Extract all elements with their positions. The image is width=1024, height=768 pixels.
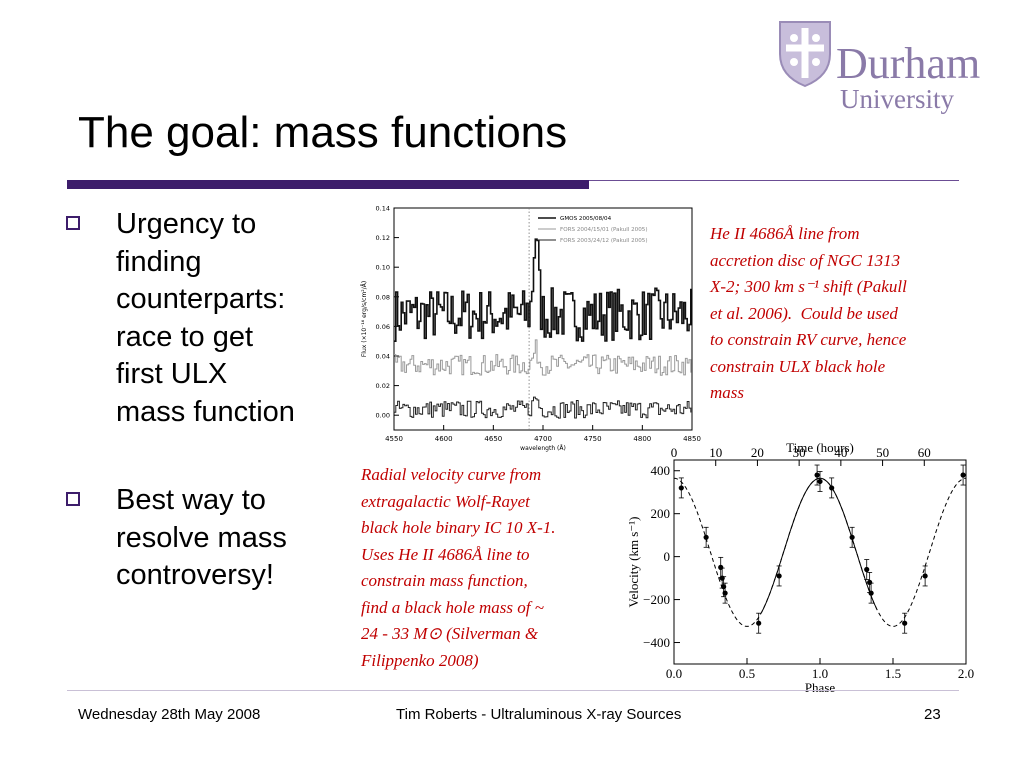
title-rule-accent — [67, 180, 589, 189]
y-axis-label: Velocity (km s⁻¹) — [626, 517, 641, 608]
x-axis-label: wavelength (Å) — [520, 445, 566, 452]
durham-university-logo: Durham University — [776, 14, 996, 114]
x-tick-label: 1.0 — [812, 666, 828, 681]
data-point — [817, 478, 823, 485]
spectrum-series-1 — [394, 238, 692, 342]
data-point — [678, 485, 684, 491]
bullet-item: Urgency to finding counterparts: race to… — [66, 206, 356, 466]
bullet-text: Best way to resolve mass controversy! — [116, 484, 287, 591]
footer-rule — [67, 690, 959, 691]
bullet-text: Urgency to finding counterparts: race to… — [116, 208, 295, 428]
x-tick-label: 4700 — [534, 435, 552, 443]
data-point — [722, 590, 728, 596]
y-tick-label: 0.06 — [376, 323, 390, 331]
x-tick-label: 0.0 — [666, 666, 682, 681]
square-bullet-icon — [66, 216, 80, 230]
legend-label: GMOS 2005/08/04 — [560, 216, 612, 222]
top-x-tick-label: 40 — [834, 445, 847, 460]
x-tick-label: 0.5 — [739, 666, 755, 681]
data-point — [814, 472, 820, 478]
data-point — [922, 573, 928, 579]
radial-velocity-chart: 0.0 0.5 1.0 1.5 2.0 400 200 0 −200 −400 0 10 20 30 40 5… — [626, 440, 974, 695]
data-point — [776, 573, 782, 579]
legend-label: FORS 2004/15/01 (Pakull 2005) — [560, 227, 648, 233]
footer-date: Wednesday 28th May 2008 — [78, 706, 261, 723]
bullet-item: Best way to resolve mass controversy! — [66, 482, 356, 602]
title-rule-thin — [589, 180, 959, 181]
y-tick-label: 200 — [651, 506, 671, 521]
top-x-tick-label: 50 — [876, 445, 889, 460]
x-tick-label: 2.0 — [958, 666, 974, 681]
x-tick-label: 4600 — [435, 435, 453, 443]
x-tick-label: 1.5 — [885, 666, 901, 681]
y-tick-label: 0.02 — [376, 382, 390, 390]
logo-word-durham: Durham — [836, 39, 981, 88]
logo-word-university: University — [840, 84, 954, 114]
spectrum-series-2 — [394, 339, 692, 376]
y-tick-label: 0.04 — [376, 353, 390, 361]
spectrum-series-3 — [394, 396, 692, 419]
data-point — [703, 534, 709, 540]
y-tick-label: 0.00 — [376, 412, 390, 420]
top-x-tick-label: 60 — [918, 445, 931, 460]
rv-curve-caption: Radial velocity curve from extragalactic… — [361, 465, 556, 670]
data-point — [829, 485, 835, 491]
model-curve-solid — [761, 477, 878, 613]
y-tick-label: 0.10 — [376, 264, 390, 272]
spectrum-caption: He II 4686Å line from accretion disc of … — [710, 224, 907, 402]
x-tick-label: 4650 — [484, 435, 502, 443]
top-axis-label: Time (hours) — [786, 440, 854, 455]
y-tick-label: 0.12 — [376, 234, 390, 242]
y-tick-label: 0 — [664, 549, 671, 564]
slide-number: 23 — [924, 706, 941, 723]
top-x-tick-label: 0 — [671, 445, 678, 460]
model-curve-dashed — [673, 477, 967, 627]
square-bullet-icon — [66, 492, 80, 506]
data-point — [960, 472, 966, 478]
spectrum-chart: 4550 4600 4650 4700 4750 4800 4850 0.00 0.02 0.04… — [361, 205, 701, 453]
y-tick-label: −200 — [643, 592, 670, 607]
y-axis-label: Flux (×10⁻¹⁶ erg/s/cm²/Å) — [361, 281, 368, 357]
y-tick-label: −400 — [643, 635, 670, 650]
x-tick-label: 4800 — [633, 435, 651, 443]
legend-label: FORS 2003/24/12 (Pakull 2005) — [560, 238, 648, 244]
y-tick-label: 400 — [651, 463, 671, 478]
x-tick-label: 4750 — [584, 435, 602, 443]
x-tick-label: 4550 — [385, 435, 403, 443]
data-point — [756, 620, 762, 626]
data-point — [902, 620, 908, 626]
x-axis-label: Phase — [805, 680, 836, 695]
footer-title: Tim Roberts - Ultraluminous X-ray Source… — [396, 706, 682, 723]
data-point — [864, 566, 870, 573]
data-point — [849, 534, 855, 540]
data-point — [868, 590, 874, 596]
x-tick-label: 4850 — [683, 435, 701, 443]
y-tick-label: 0.08 — [376, 293, 390, 301]
top-x-tick-label: 10 — [709, 445, 722, 460]
crest-icon — [779, 21, 831, 88]
top-x-tick-label: 30 — [793, 445, 806, 460]
top-x-tick-label: 20 — [751, 445, 764, 460]
slide-title: The goal: mass functions — [78, 108, 568, 157]
y-tick-label: 0.14 — [376, 205, 390, 213]
